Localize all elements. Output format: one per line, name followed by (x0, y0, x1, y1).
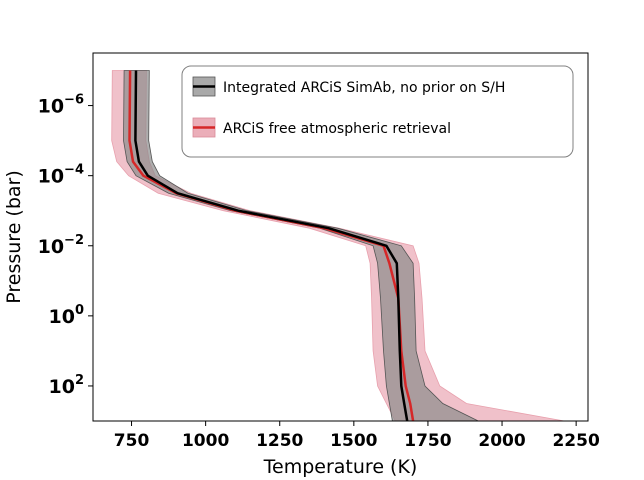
x-tick-label: 2250 (552, 431, 599, 451)
median-lines (128, 70, 415, 422)
x-tick-label: 1250 (256, 431, 303, 451)
x-tick-label: 750 (114, 431, 150, 451)
x-tick-label: 2000 (478, 431, 525, 451)
x-axis-ticks: 750 1000 1250 1500 1750 2000 2250 (114, 421, 600, 451)
legend: Integrated ARCiS SimAb, no prior on S/H … (181, 65, 574, 158)
x-tick-label: 1500 (330, 431, 377, 451)
y-tick-label: 10−6 (38, 93, 84, 118)
y-axis-label: Pressure (bar) (3, 170, 25, 304)
legend-label-simab: Integrated ARCiS SimAb, no prior on S/H (223, 80, 505, 96)
legend-box (181, 65, 574, 158)
y-tick-label: 10−2 (38, 233, 84, 258)
legend-label-free-retrieval: ARCiS free atmospheric retrieval (223, 121, 451, 137)
x-tick-label: 1000 (182, 431, 229, 451)
x-tick-label: 1750 (404, 431, 451, 451)
y-tick-label: 10−4 (38, 163, 84, 188)
y-tick-label: 102 (49, 373, 85, 398)
y-tick-label: 100 (49, 303, 85, 328)
x-axis-label: Temperature (K) (263, 456, 418, 478)
y-axis-ticks: 10−6 10−4 10−2 100 102 (38, 93, 93, 398)
median-line-simab (134, 70, 409, 422)
plot-frame (92, 52, 589, 422)
